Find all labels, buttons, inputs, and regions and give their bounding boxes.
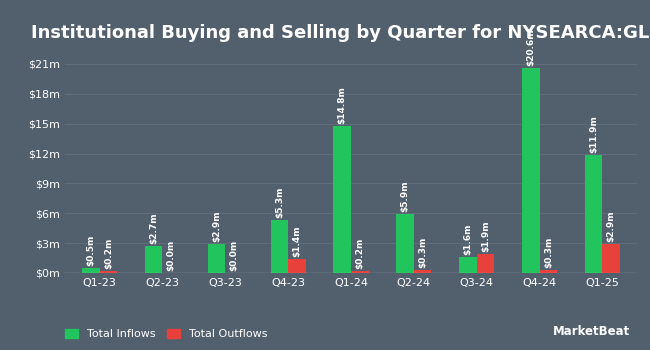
Text: $0.0m: $0.0m <box>167 240 176 271</box>
Text: $0.2m: $0.2m <box>356 238 364 269</box>
Bar <box>208 244 226 273</box>
Text: $2.9m: $2.9m <box>212 210 221 242</box>
Text: $1.4m: $1.4m <box>292 225 302 257</box>
Legend: Total Inflows, Total Outflows: Total Inflows, Total Outflows <box>65 329 268 339</box>
Text: $5.3m: $5.3m <box>275 187 284 218</box>
Bar <box>522 68 540 273</box>
Bar <box>603 244 620 273</box>
Bar <box>585 155 603 273</box>
Title: Institutional Buying and Selling by Quarter for NYSEARCA:GLIN: Institutional Buying and Selling by Quar… <box>31 24 650 42</box>
Bar <box>145 246 162 273</box>
Bar <box>99 271 117 273</box>
Text: $20.6m: $20.6m <box>526 28 535 66</box>
Text: $1.9m: $1.9m <box>481 220 490 252</box>
Text: $5.9m: $5.9m <box>400 181 410 212</box>
Bar <box>459 257 476 273</box>
Bar <box>476 254 494 273</box>
Text: $2.9m: $2.9m <box>606 210 616 242</box>
Bar <box>288 259 305 273</box>
Text: $0.0m: $0.0m <box>229 240 239 271</box>
Bar <box>333 126 351 273</box>
Text: MarketBeat: MarketBeat <box>553 325 630 338</box>
Bar <box>351 271 369 273</box>
Bar <box>270 220 288 273</box>
Text: $14.8m: $14.8m <box>338 86 346 124</box>
Text: $0.5m: $0.5m <box>86 234 96 266</box>
Text: $0.3m: $0.3m <box>418 237 427 268</box>
Bar <box>540 270 557 273</box>
Text: $0.3m: $0.3m <box>544 237 553 268</box>
Text: $2.7m: $2.7m <box>149 212 158 244</box>
Bar <box>414 270 432 273</box>
Text: $0.2m: $0.2m <box>104 238 113 269</box>
Text: $1.6m: $1.6m <box>463 224 473 255</box>
Bar <box>82 268 99 273</box>
Bar <box>396 214 414 273</box>
Text: $11.9m: $11.9m <box>589 115 598 153</box>
